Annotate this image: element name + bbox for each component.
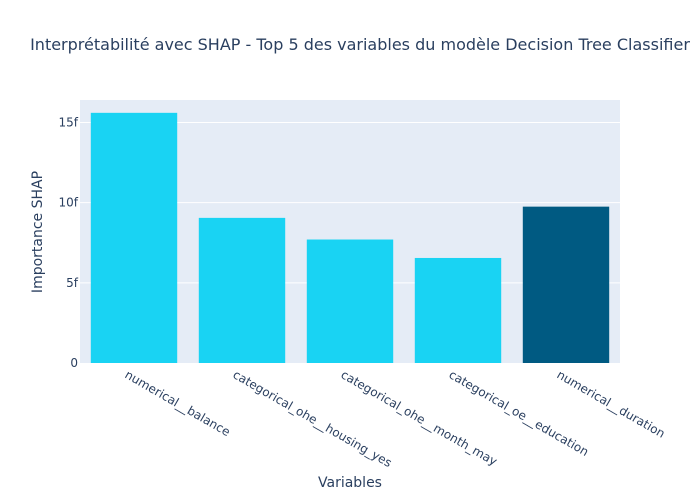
chart-title: Interprétabilité avec SHAP - Top 5 des v… [30, 35, 690, 54]
y-tick-label: 15f [59, 115, 79, 129]
x-axis-title: Variables [318, 475, 382, 491]
x-tick-label: numerical__balance [123, 367, 233, 439]
bar-categorical-ohe-month-may [306, 239, 394, 363]
y-axis-title: Importance SHAP [30, 171, 46, 293]
bar-numerical-balance [90, 112, 178, 363]
bar-categorical-ohe-housing-yes [198, 217, 286, 363]
y-tick-label: 10f [59, 196, 79, 210]
y-tick-label: 5f [66, 276, 79, 290]
y-tick-label: 0 [70, 356, 78, 370]
x-tick-label: numerical__duration [555, 367, 668, 440]
bar-categorical-oe-education [414, 257, 502, 363]
bar-numerical-duration [522, 206, 610, 363]
